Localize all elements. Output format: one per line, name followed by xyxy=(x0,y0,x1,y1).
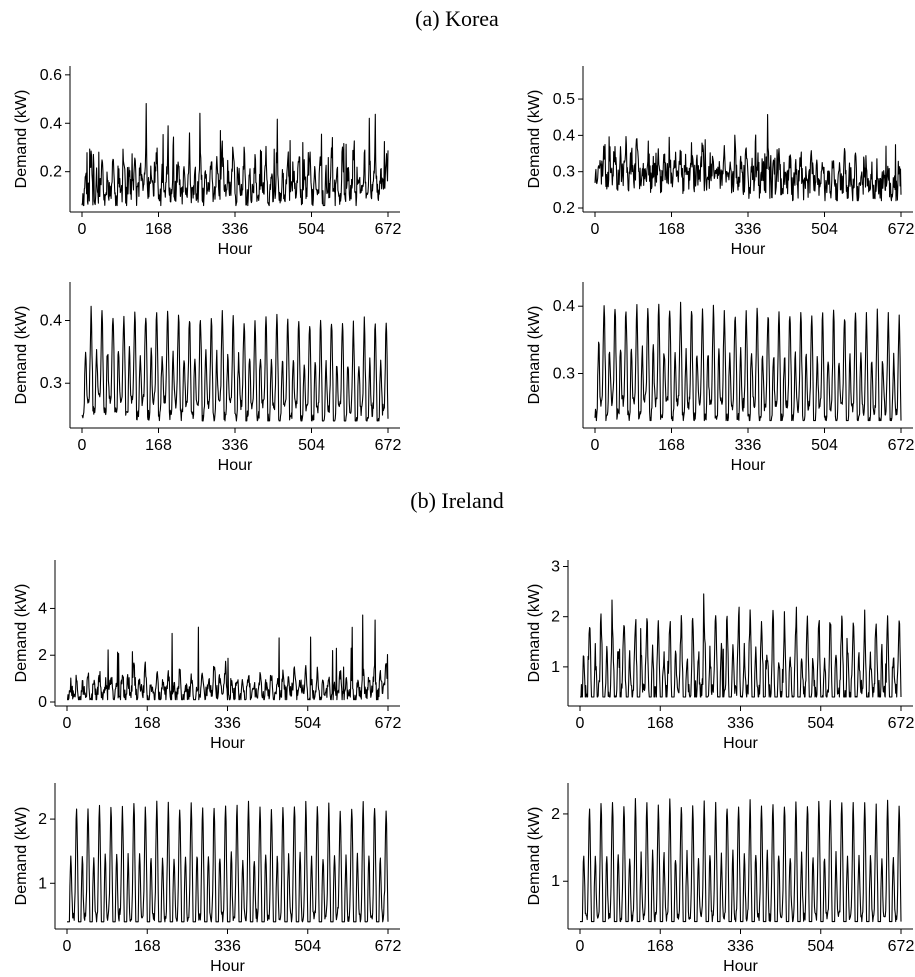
section-title-korea: (a) Korea xyxy=(415,6,499,31)
x-axis-title: Hour xyxy=(218,241,253,258)
y-tick-label: 0.3 xyxy=(553,164,575,181)
x-axis-title: Hour xyxy=(210,735,245,752)
y-tick-label: 4 xyxy=(38,600,47,617)
demand-series-line xyxy=(594,301,902,422)
x-tick-label: 672 xyxy=(375,221,402,238)
x-tick-label: 0 xyxy=(591,221,600,238)
x-tick-label: 336 xyxy=(214,715,241,732)
demand-series-line xyxy=(81,305,389,422)
x-tick-label: 504 xyxy=(807,715,834,732)
x-tick-label: 672 xyxy=(888,938,915,955)
chart-panel-7: 0 168 336 504 672 1 2 Hour Demand (kW) xyxy=(13,783,401,975)
x-tick-label: 168 xyxy=(145,221,172,238)
x-tick-label: 336 xyxy=(222,437,249,454)
x-tick-label: 168 xyxy=(658,221,685,238)
x-tick-label: 168 xyxy=(134,938,161,955)
x-tick-label: 336 xyxy=(727,715,754,732)
y-axis-title: Demand (kW) xyxy=(526,306,543,405)
y-tick-label: 1 xyxy=(551,873,560,890)
y-axis-title: Demand (kW) xyxy=(13,807,30,906)
x-tick-label: 672 xyxy=(375,715,402,732)
y-tick-label: 0.2 xyxy=(553,200,575,217)
y-tick-label: 0.4 xyxy=(40,115,62,132)
x-tick-label: 168 xyxy=(647,715,674,732)
y-axis-title: Demand (kW) xyxy=(13,306,30,405)
y-tick-label: 0.4 xyxy=(553,298,575,315)
y-axis-title: Demand (kW) xyxy=(526,584,543,683)
y-tick-label: 0.2 xyxy=(40,164,62,181)
y-axis-title: Demand (kW) xyxy=(526,90,543,189)
chart-panel-4: 0 168 336 504 672 0.3 0.4 Hour Demand (kW) xyxy=(526,282,914,474)
demand-series-line xyxy=(579,593,902,698)
y-tick-label: 0 xyxy=(38,694,47,711)
chart-panel-3: 0 168 336 504 672 0.3 0.4 Hour Demand (kW) xyxy=(13,282,401,474)
x-tick-label: 0 xyxy=(63,715,72,732)
x-tick-label: 336 xyxy=(727,938,754,955)
demand-series-line xyxy=(66,800,389,923)
chart-panel-1: 0 168 336 504 672 0.2 0.4 0.6 Hour Demand (kW) xyxy=(13,66,401,258)
y-tick-label: 0.3 xyxy=(40,375,62,392)
y-tick-label: 2 xyxy=(38,647,47,664)
x-tick-label: 0 xyxy=(576,938,585,955)
x-tick-label: 0 xyxy=(78,221,87,238)
y-axis-title: Demand (kW) xyxy=(13,584,30,683)
chart-panel-2: 0 168 336 504 672 0.2 0.3 0.4 0.5 Hour Demand (kW) xyxy=(526,66,914,258)
y-tick-label: 1 xyxy=(551,659,560,676)
y-tick-label: 2 xyxy=(551,609,560,626)
y-axis-title: Demand (kW) xyxy=(526,807,543,906)
y-tick-label: 1 xyxy=(38,875,47,892)
x-tick-label: 336 xyxy=(735,221,762,238)
y-tick-label: 2 xyxy=(38,811,47,828)
x-tick-label: 672 xyxy=(888,221,915,238)
chart-panel-5: 0 168 336 504 672 0 2 4 Hour Demand (kW) xyxy=(13,560,401,752)
x-tick-label: 672 xyxy=(375,437,402,454)
x-tick-label: 168 xyxy=(134,715,161,732)
x-axis-title: Hour xyxy=(723,735,758,752)
chart-panel-8: 0 168 336 504 672 1 2 Hour Demand (kW) xyxy=(526,783,914,975)
x-axis-title: Hour xyxy=(218,457,253,474)
y-tick-label: 0.5 xyxy=(553,91,575,108)
section-title-ireland: (b) Ireland xyxy=(410,488,503,513)
x-tick-label: 168 xyxy=(658,437,685,454)
x-tick-label: 504 xyxy=(298,437,325,454)
x-tick-label: 168 xyxy=(145,437,172,454)
y-tick-label: 0.6 xyxy=(40,67,62,84)
demand-series-line xyxy=(81,102,389,207)
x-axis-title: Hour xyxy=(731,241,766,258)
x-tick-label: 0 xyxy=(576,715,585,732)
y-axis-title: Demand (kW) xyxy=(13,90,30,189)
demand-series-line xyxy=(579,798,902,923)
x-tick-label: 672 xyxy=(888,437,915,454)
x-tick-label: 672 xyxy=(375,938,402,955)
x-axis-title: Hour xyxy=(210,958,245,975)
x-tick-label: 504 xyxy=(811,221,838,238)
x-tick-label: 504 xyxy=(294,938,321,955)
y-tick-label: 0.3 xyxy=(553,366,575,383)
chart-panel-6: 0 168 336 504 672 1 2 3 Hour Demand (kW) xyxy=(526,559,914,752)
x-tick-label: 0 xyxy=(63,938,72,955)
x-axis-title: Hour xyxy=(731,457,766,474)
x-tick-label: 504 xyxy=(807,938,834,955)
x-tick-label: 672 xyxy=(888,715,915,732)
y-tick-label: 3 xyxy=(551,559,560,576)
x-tick-label: 0 xyxy=(591,437,600,454)
x-tick-label: 336 xyxy=(222,221,249,238)
x-tick-label: 504 xyxy=(811,437,838,454)
x-tick-label: 504 xyxy=(294,715,321,732)
y-tick-label: 0.4 xyxy=(40,313,62,330)
x-tick-label: 0 xyxy=(78,437,87,454)
demand-series-line xyxy=(594,113,902,202)
x-tick-label: 168 xyxy=(647,938,674,955)
x-tick-label: 336 xyxy=(214,938,241,955)
x-tick-label: 504 xyxy=(298,221,325,238)
y-tick-label: 2 xyxy=(551,806,560,823)
x-axis-title: Hour xyxy=(723,958,758,975)
y-tick-label: 0.4 xyxy=(553,127,575,144)
x-tick-label: 336 xyxy=(735,437,762,454)
demand-series-line xyxy=(66,614,389,701)
